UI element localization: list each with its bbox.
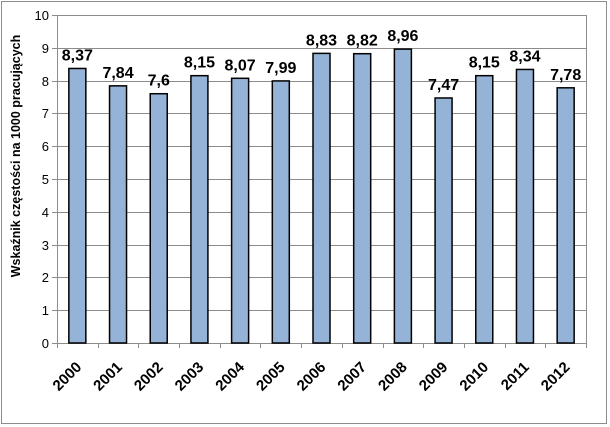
y-tick-label: 9	[42, 41, 49, 56]
data-label: 8,07	[225, 57, 256, 74]
y-tick-label: 4	[42, 205, 49, 220]
data-label: 7,47	[428, 77, 459, 94]
data-label: 7,84	[102, 65, 133, 82]
x-tick-label: 2011	[498, 359, 533, 394]
bar	[515, 68, 535, 344]
x-tick-label: 2005	[253, 359, 289, 395]
x-tick-label: 2002	[131, 359, 167, 395]
bar	[68, 67, 87, 344]
bar	[475, 74, 494, 344]
x-tick-label: 2012	[538, 359, 574, 395]
bar	[108, 85, 128, 344]
data-label: 7,99	[265, 60, 296, 77]
x-tick-label: 2001	[90, 359, 126, 395]
y-axis-label: Wskaźnik częstości na 1000 pracujących	[9, 35, 23, 278]
bar	[312, 52, 331, 344]
x-tick-label: 2008	[375, 359, 411, 395]
data-label: 8,15	[469, 55, 500, 72]
x-tick-label: 2004	[212, 358, 248, 394]
y-tick-label: 5	[42, 172, 49, 187]
data-label: 8,96	[387, 28, 418, 45]
bars	[68, 48, 575, 344]
data-label: 8,15	[184, 55, 215, 72]
y-axis-ticks: 0 1 2 3 4 5 6 7 8 9 10	[35, 8, 49, 351]
data-label: 8,82	[347, 33, 378, 50]
y-tick-label: 0	[42, 336, 49, 351]
data-label: 8,37	[62, 47, 93, 64]
bar	[149, 92, 168, 344]
y-tick-label: 6	[42, 139, 49, 154]
data-label: 7,6	[148, 73, 170, 90]
bar	[352, 52, 372, 344]
y-tick-label: 2	[42, 270, 49, 285]
bar	[393, 48, 413, 344]
x-tick-label: 2003	[172, 359, 208, 395]
y-tick-label: 10	[35, 8, 49, 23]
x-tick-label: 2006	[294, 359, 330, 395]
bar	[230, 77, 250, 344]
bar	[556, 87, 575, 344]
data-label: 8,83	[306, 32, 337, 49]
data-labels: 8,37 7,84 7,6 8,15 8,07 7,99 8,83 8,82 8,96 7,47 8…	[62, 28, 582, 94]
y-tick-label: 8	[42, 74, 49, 89]
y-tick-label: 3	[42, 238, 49, 253]
x-axis-ticks: 2000 2001 2002 2003 2004 2005 2006 2007 2008 2009…	[50, 358, 574, 394]
bar	[434, 97, 453, 344]
y-tick-label: 7	[42, 106, 49, 121]
bar	[271, 80, 291, 344]
data-label: 7,78	[550, 67, 581, 84]
data-label: 8,34	[509, 48, 540, 65]
y-tick-label: 1	[42, 303, 49, 318]
bar	[190, 74, 209, 344]
x-tick-label: 2007	[334, 359, 370, 395]
x-tick-label: 2009	[416, 359, 452, 395]
x-tick-label: 2000	[50, 359, 86, 395]
x-tick-label: 2010	[456, 359, 492, 395]
